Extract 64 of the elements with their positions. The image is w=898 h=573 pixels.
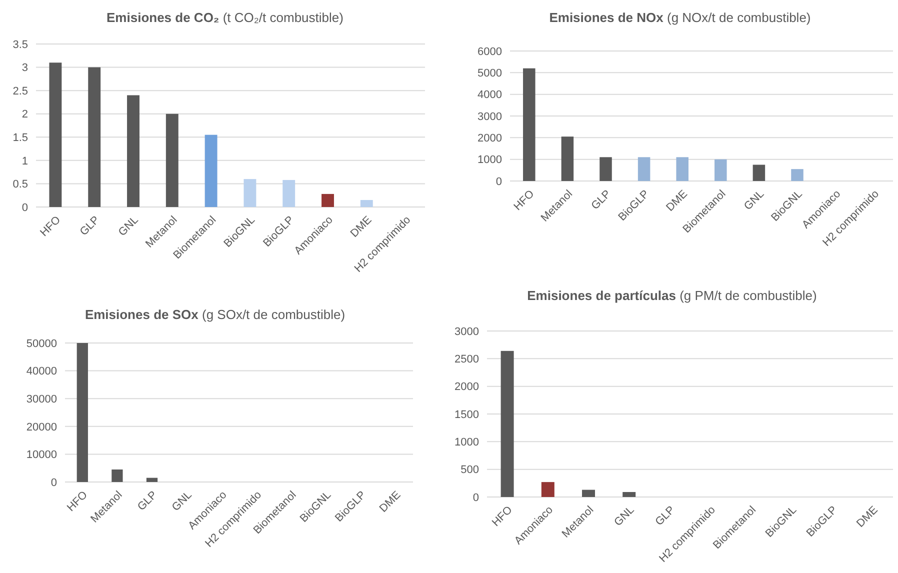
- x-tick-label: GLP: [653, 504, 678, 528]
- y-tick-label: 0: [496, 176, 502, 188]
- bar: [112, 469, 123, 482]
- y-tick-label: 3.5: [12, 38, 28, 51]
- x-tick-label: GNL: [116, 214, 141, 239]
- y-tick-label: 40000: [26, 366, 57, 378]
- bar: [88, 67, 101, 207]
- chart-title: Emisiones de partículas (g PM/t de combustible): [527, 288, 817, 303]
- y-tick-label: 2500: [454, 354, 479, 366]
- bar: [752, 164, 766, 181]
- bar: [127, 95, 140, 207]
- y-tick-label: 0.5: [12, 178, 28, 191]
- bar: [523, 68, 536, 181]
- bar: [791, 169, 804, 181]
- y-tick-label: 1.5: [12, 132, 28, 144]
- bar: [360, 200, 373, 207]
- bar: [204, 134, 218, 207]
- y-tick-label: 20000: [26, 421, 57, 434]
- y-tick-label: 1000: [454, 436, 479, 449]
- y-tick-label: 3000: [478, 110, 502, 123]
- bar: [676, 157, 688, 181]
- bar: [282, 180, 296, 207]
- bar: [166, 114, 178, 207]
- bar: [541, 482, 554, 497]
- x-tick-label: GNL: [170, 489, 194, 514]
- y-tick-label: 50000: [26, 338, 57, 350]
- y-tick-label: 0: [50, 476, 57, 489]
- y-tick-label: 0: [22, 202, 28, 214]
- y-tick-label: 3000: [454, 326, 479, 338]
- chart-title: Emisiones de CO₂ (t CO₂/t combustible): [106, 10, 344, 25]
- bar: [600, 157, 612, 181]
- y-tick-label: 1500: [454, 408, 479, 421]
- y-tick-label: 1000: [478, 154, 502, 166]
- x-tick-label: GLP: [136, 489, 160, 514]
- y-tick-label: 3: [22, 62, 28, 74]
- bar: [146, 478, 158, 482]
- y-tick-label: 5000: [478, 68, 502, 80]
- y-tick-label: 2000: [454, 381, 479, 394]
- bar: [582, 490, 595, 497]
- y-tick-label: 2: [22, 108, 28, 121]
- bar: [561, 136, 574, 181]
- y-tick-label: 2.5: [12, 85, 28, 98]
- x-tick-label: GLP: [78, 214, 102, 238]
- bar: [76, 343, 88, 482]
- bar: [622, 492, 636, 497]
- y-tick-label: 2000: [478, 132, 502, 145]
- x-tick-label: GLP: [589, 188, 614, 212]
- y-tick-label: 6000: [478, 46, 502, 58]
- chart-title: Emisiones de NOx (g NOx/t de combustible): [549, 10, 811, 25]
- bar: [714, 159, 727, 181]
- y-tick-label: 30000: [26, 393, 57, 406]
- x-tick-label: GNL: [612, 504, 637, 529]
- y-tick-label: 10000: [26, 449, 57, 462]
- y-tick-label: 4000: [478, 89, 502, 102]
- y-tick-label: 500: [460, 464, 479, 476]
- bar: [322, 194, 334, 207]
- bar: [500, 350, 514, 497]
- x-tick-label: GNL: [742, 188, 767, 213]
- chart-title: Emisiones de SOx (g SOx/t de combustible): [84, 307, 346, 322]
- bar: [244, 179, 256, 207]
- bar: [638, 157, 650, 181]
- y-tick-label: 1: [22, 155, 28, 168]
- y-tick-label: 0: [472, 492, 479, 504]
- bar: [49, 62, 62, 207]
